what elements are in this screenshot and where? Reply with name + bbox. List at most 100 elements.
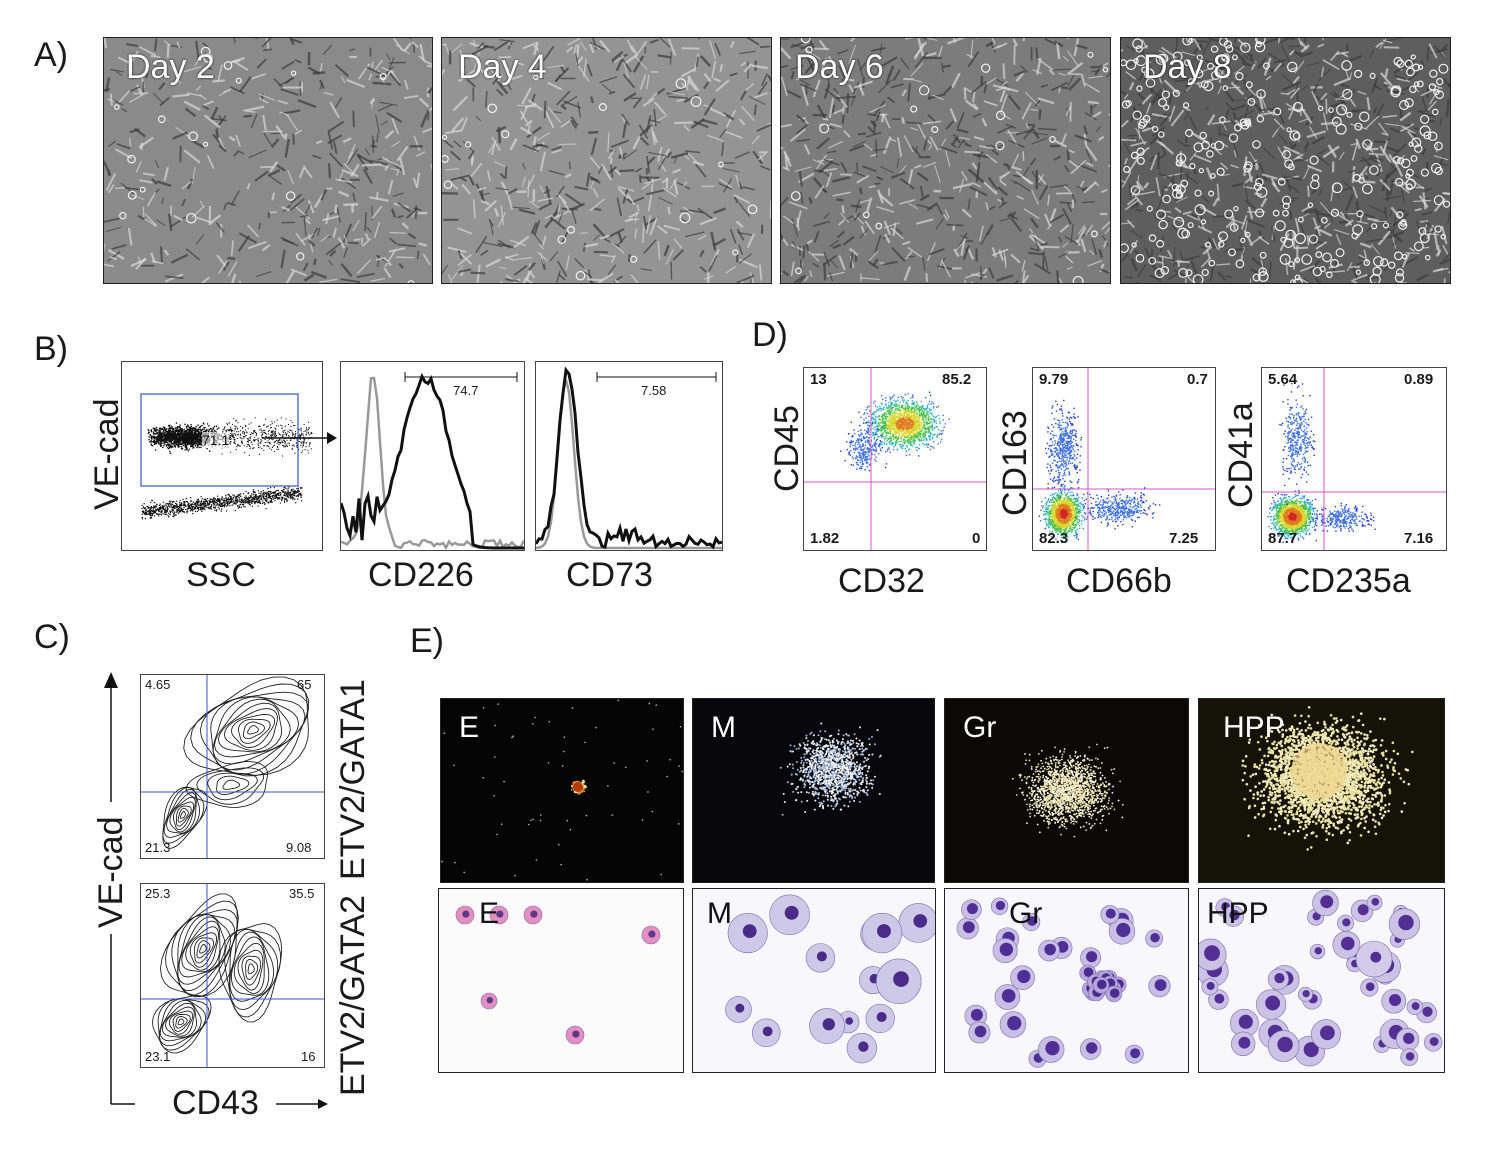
- colony-texture: [779, 722, 882, 816]
- micrograph-texture: [104, 38, 432, 283]
- quadrant-value: 16: [301, 1049, 316, 1064]
- quadrant-value: 82.3: [1039, 530, 1069, 547]
- density-plot-cd45-cd32: 13 85.2 1.82 0: [803, 367, 987, 551]
- quadrant-value: 0.7: [1187, 371, 1208, 388]
- cd73-xlabel: CD73: [566, 556, 653, 594]
- colony-label: M: [711, 711, 736, 744]
- panel-label-e: E): [410, 622, 444, 660]
- ve-cad-ssc-scatter: 71.1: [121, 361, 323, 551]
- cytospin-label: E: [479, 897, 500, 930]
- day-label: Day 6: [795, 48, 884, 86]
- panel-c-xlabel: CD43: [172, 1084, 259, 1122]
- contour-plot: [141, 675, 324, 858]
- quadrant-value: 9.79: [1039, 371, 1069, 388]
- row-label-etv2-gata2: ETV2/GATA2: [334, 895, 372, 1096]
- cytospin-label: HPP: [1207, 897, 1269, 930]
- quadrant-value: 7.25: [1169, 530, 1199, 547]
- density-plot: [1262, 368, 1446, 550]
- quadrant-value: 7.16: [1404, 530, 1434, 547]
- colony-image-hpp: HPP: [1198, 698, 1445, 883]
- quadrant-value: 23.1: [145, 1049, 171, 1064]
- quadrant-value: 4.65: [145, 677, 171, 692]
- colony-label: E: [459, 711, 480, 744]
- quadrant-value: 87.7: [1268, 530, 1298, 547]
- stained-curve: [341, 372, 524, 550]
- density-plot: [1033, 368, 1215, 550]
- scatter-plot: [140, 393, 313, 520]
- colony-texture: [441, 699, 683, 881]
- colony-image-gr: Gr: [944, 698, 1189, 883]
- micrograph-day-6: Day 6: [780, 37, 1111, 284]
- isotype-curve: [536, 379, 722, 550]
- quadrant-value: 0.89: [1404, 371, 1434, 388]
- colony-label: HPP: [1223, 711, 1285, 744]
- panel-label-b: B): [34, 330, 68, 368]
- density-plot-cd163-cd66b: 9.79 0.7 82.3 7.25: [1032, 367, 1216, 551]
- quadrant-value: 85.2: [942, 371, 972, 388]
- cd226-xlabel: CD226: [368, 556, 474, 594]
- stained-curve: [536, 366, 722, 550]
- micrograph-texture: [442, 38, 771, 283]
- quadrant-value: 65: [297, 677, 312, 692]
- micrograph-day-2: Day 2: [103, 37, 433, 284]
- day-label: Day 2: [126, 48, 215, 86]
- colony-image-e: E: [440, 698, 684, 883]
- cytospin-image-m: M: [692, 888, 936, 1073]
- micrograph-day-4: Day 4: [441, 37, 772, 284]
- cytospin-texture: [455, 905, 661, 1045]
- panel-label-c: C): [34, 618, 70, 656]
- quadrant-value: 9.08: [286, 840, 312, 855]
- cytospin-image-e: E: [438, 888, 684, 1073]
- cytospin-label: M: [707, 897, 732, 930]
- panel-label-a: A): [34, 36, 68, 74]
- colony-texture: [1241, 706, 1414, 851]
- quadrant-value: 25.3: [145, 886, 171, 901]
- panel-d-xlabel-cd235a: CD235a: [1286, 562, 1411, 600]
- panel-label-d: D): [752, 316, 788, 354]
- quadrant-value: 1.82: [810, 530, 840, 547]
- quadrant-value: 0: [972, 530, 981, 547]
- cytospin-texture: [956, 897, 1171, 1068]
- contour-plot: [141, 884, 324, 1067]
- day-label: Day 8: [1143, 48, 1232, 86]
- contour-plot-etv2-gata1: 4.65 65 21.3 9.08: [140, 674, 325, 859]
- density-plot: [804, 368, 986, 550]
- x-arrow: [276, 1099, 328, 1109]
- gate-box: [140, 393, 299, 487]
- panel-c-ylabel: VE-cad: [92, 816, 130, 929]
- quadrant-value: 21.3: [145, 840, 171, 855]
- colony-image-m: M: [692, 698, 935, 883]
- quadrant-value: 35.5: [289, 886, 315, 901]
- day-label: Day 4: [458, 48, 547, 86]
- gate-value: 74.7: [453, 383, 479, 398]
- quadrant-value: 13: [810, 371, 827, 388]
- gate-arrow: [262, 432, 337, 444]
- gate-value: 7.58: [641, 383, 667, 398]
- panel-d-xlabel-cd32: CD32: [838, 562, 925, 600]
- cytospin-texture: [1199, 889, 1443, 1067]
- panel-b-scatter-xlabel: SSC: [186, 556, 256, 594]
- axis-arrows: [104, 672, 135, 1105]
- cytospin-image-hpp: HPP: [1198, 888, 1445, 1073]
- cytospin-label: Gr: [1009, 897, 1043, 930]
- micrograph-day-8: Day 8: [1120, 37, 1451, 284]
- quadrant-value: 5.64: [1268, 371, 1298, 388]
- micrograph-texture: [1121, 38, 1450, 283]
- colony-texture: [1011, 743, 1124, 838]
- histogram: [341, 372, 524, 550]
- gate-value: 71.1: [202, 432, 230, 448]
- panel-d-ylabel-cd163: CD163: [996, 410, 1034, 516]
- colony-label: Gr: [963, 711, 997, 744]
- contour-plot-etv2-gata2: 25.3 35.5 23.1 16: [140, 883, 325, 1068]
- panel-d-ylabel-cd45: CD45: [768, 405, 806, 492]
- panel-d-xlabel-cd66b: CD66b: [1066, 562, 1172, 600]
- cd226-histogram: 74.7: [340, 361, 525, 551]
- row-label-etv2-gata1: ETV2/GATA1: [334, 679, 372, 880]
- density-plot-cd41a-cd235a: 5.64 0.89 87.7 7.16: [1261, 367, 1447, 551]
- cytospin-texture: [725, 894, 935, 1064]
- cd73-histogram: 7.58: [535, 361, 723, 551]
- panel-d-ylabel-cd41a: CD41a: [1222, 402, 1260, 508]
- cytospin-image-gr: Gr: [944, 888, 1189, 1073]
- histogram: [536, 366, 722, 550]
- micrograph-texture: [781, 38, 1110, 283]
